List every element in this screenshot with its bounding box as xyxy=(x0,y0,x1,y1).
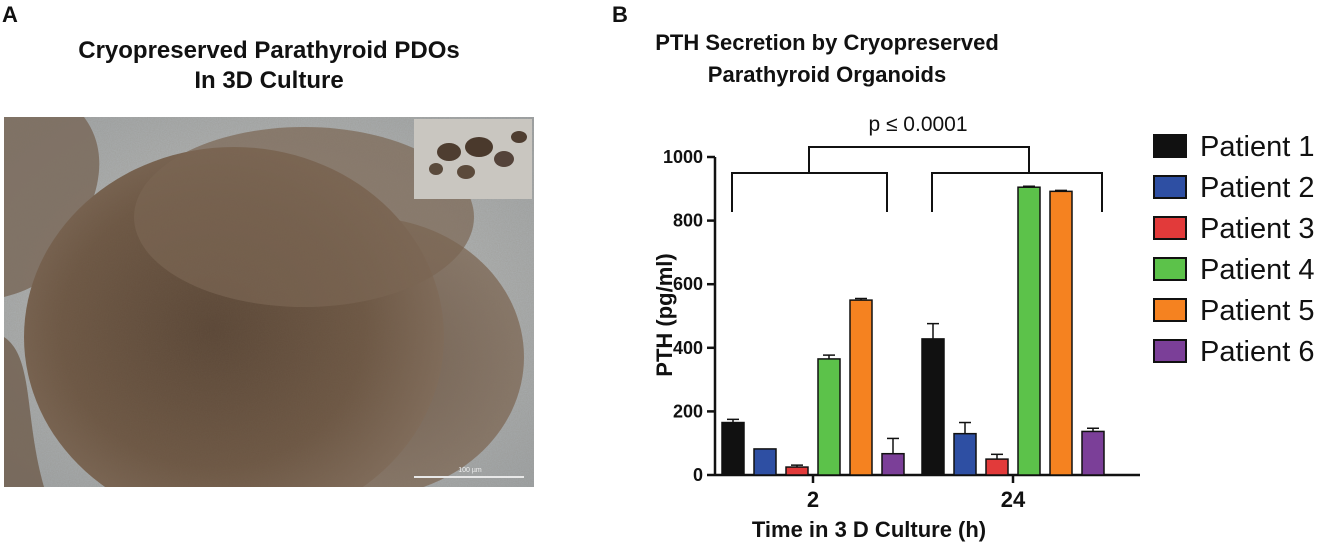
bar-patient-5-24 xyxy=(1049,190,1073,476)
chart-legend: Patient 1 Patient 2 Patient 3 Patient 4 Pati… xyxy=(1153,131,1314,368)
bar-patient-4-24 xyxy=(1017,186,1041,476)
legend-label-2: Patient 2 xyxy=(1200,172,1314,204)
inset-image xyxy=(414,119,532,199)
bracket-2h xyxy=(731,172,888,212)
legend-label-1: Patient 1 xyxy=(1200,131,1314,163)
legend-swatch-2 xyxy=(1153,175,1187,199)
legend-label-5: Patient 5 xyxy=(1200,295,1314,327)
y-tick-label: 1000 xyxy=(663,147,703,167)
bracket-between-times xyxy=(808,146,1030,173)
chart-title-line1: PTH Secretion by Cryopreserved xyxy=(655,30,999,55)
legend-swatch-4 xyxy=(1153,257,1187,281)
panel-a-title: Cryopreserved Parathyroid PDOs In 3D Cul… xyxy=(4,36,534,96)
bar-patient-3-24 xyxy=(985,458,1009,476)
x-tick-label: 24 xyxy=(1001,487,1026,512)
panel-a-letter: A xyxy=(2,2,18,27)
panel-a-title-line2: In 3D Culture xyxy=(194,67,344,94)
significance-brackets xyxy=(731,146,1103,212)
micrograph-image: 100 µm xyxy=(4,117,534,487)
legend-swatch-3 xyxy=(1153,216,1187,240)
legend-label-6: Patient 6 xyxy=(1200,336,1314,368)
bar-patient-5-2 xyxy=(849,299,873,476)
legend-label-4: Patient 4 xyxy=(1200,254,1314,286)
y-tick-label: 800 xyxy=(673,211,703,231)
y-axis-ticks: 0 200 400 600 800 1000 xyxy=(663,147,715,485)
panel-b-letter: B xyxy=(612,2,628,27)
chart-bars xyxy=(721,185,1105,476)
bar-patient-3-2 xyxy=(785,466,809,476)
y-tick-label: 400 xyxy=(673,338,703,358)
y-tick-label: 600 xyxy=(673,274,703,294)
bar-patient-4-2 xyxy=(817,358,841,476)
bar-chart: PTH Secretion by Cryopreserved Parathyro… xyxy=(652,30,1314,542)
panel-a-title-line1: Cryopreserved Parathyroid PDOs xyxy=(78,37,460,64)
scale-bar-label: 100 µm xyxy=(458,467,482,474)
bracket-24h xyxy=(931,172,1103,212)
x-axis-categories: 2 24 xyxy=(807,475,1026,512)
bar-patient-2-2 xyxy=(753,448,777,476)
bar-patient-6-2 xyxy=(881,452,905,476)
y-tick-label: 200 xyxy=(673,401,703,421)
legend-swatch-5 xyxy=(1153,298,1187,322)
y-axis-label: PTH (pg/ml) xyxy=(652,253,677,376)
bar-patient-6-24 xyxy=(1081,430,1105,476)
bar-patient-1-24 xyxy=(921,338,945,476)
x-axis-label: Time in 3 D Culture (h) xyxy=(752,517,986,542)
bar-patient-2-24 xyxy=(953,432,977,476)
legend-swatch-6 xyxy=(1153,339,1187,363)
legend-swatch-1 xyxy=(1153,134,1187,158)
x-tick-label: 2 xyxy=(807,487,819,512)
y-tick-label: 0 xyxy=(693,465,703,485)
p-value-annotation: p ≤ 0.0001 xyxy=(868,113,967,136)
chart-title-line2: Parathyroid Organoids xyxy=(708,62,946,87)
legend-label-3: Patient 3 xyxy=(1200,213,1314,245)
bar-patient-1-2 xyxy=(721,421,745,476)
